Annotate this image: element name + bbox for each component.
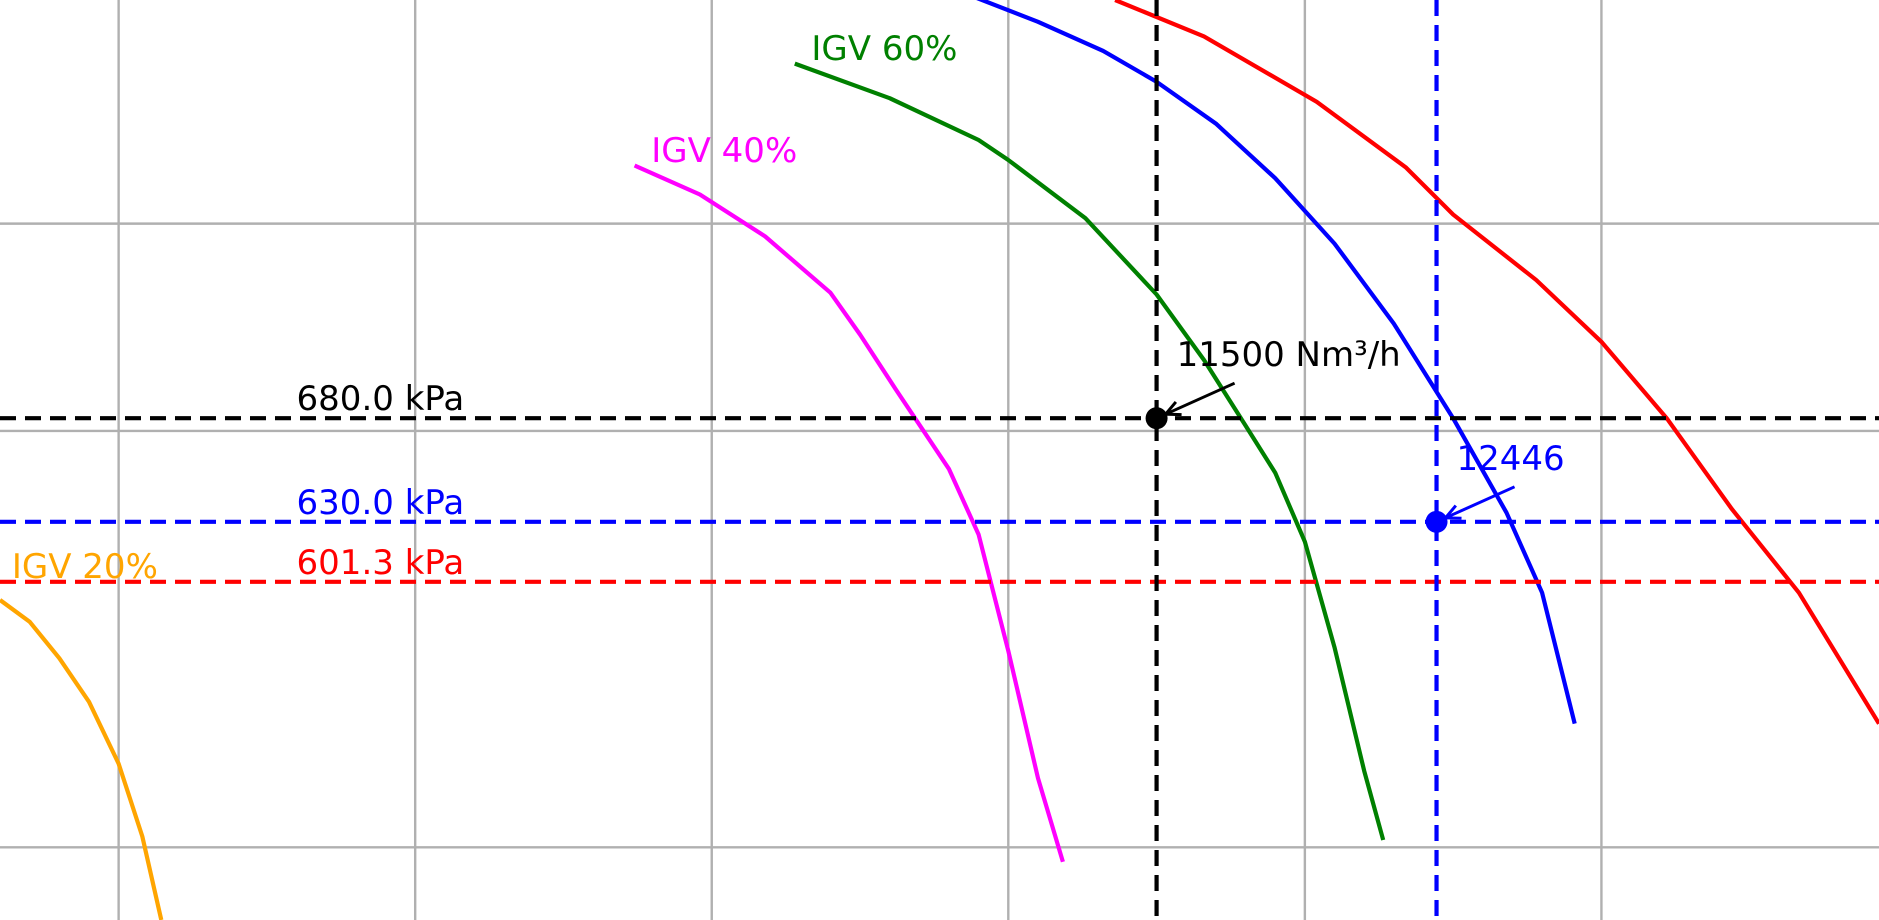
- annotation-arrow-shaft: [1444, 485, 1516, 520]
- curve-label-igv-40: IGV 40%: [651, 131, 797, 171]
- annotation-label: 11500 Nm³/h: [1177, 335, 1401, 375]
- annotation-arrow-head: [1442, 504, 1462, 520]
- curve-igv-20: [0, 598, 164, 920]
- curve-igv-60: [794, 61, 1386, 841]
- annotation-arrow-head: [1162, 400, 1182, 417]
- curve-igv-40: [633, 163, 1065, 863]
- curve-series-5: [1114, 0, 1879, 725]
- pressure-label-630-0-kpa: 630.0 kPa: [297, 483, 465, 523]
- pressure-label-680-0-kpa: 680.0 kPa: [297, 379, 465, 419]
- operating-point-markers: 11500 Nm³/h 12446: [1145, 335, 1565, 533]
- operating-point-marker: [1425, 510, 1448, 533]
- annotation-label: 12446: [1457, 439, 1565, 479]
- annotation-arrow-shaft: [1164, 381, 1236, 416]
- reference-line-labels: 680.0 kPa 630.0 kPa 601.3 kPa: [297, 379, 465, 583]
- operating-point-marker: [1145, 407, 1168, 430]
- curve-series-4: [976, 0, 1577, 725]
- curve-label-igv-60: IGV 60%: [811, 29, 957, 69]
- pressure-label-601-3-kpa: 601.3 kPa: [297, 543, 465, 583]
